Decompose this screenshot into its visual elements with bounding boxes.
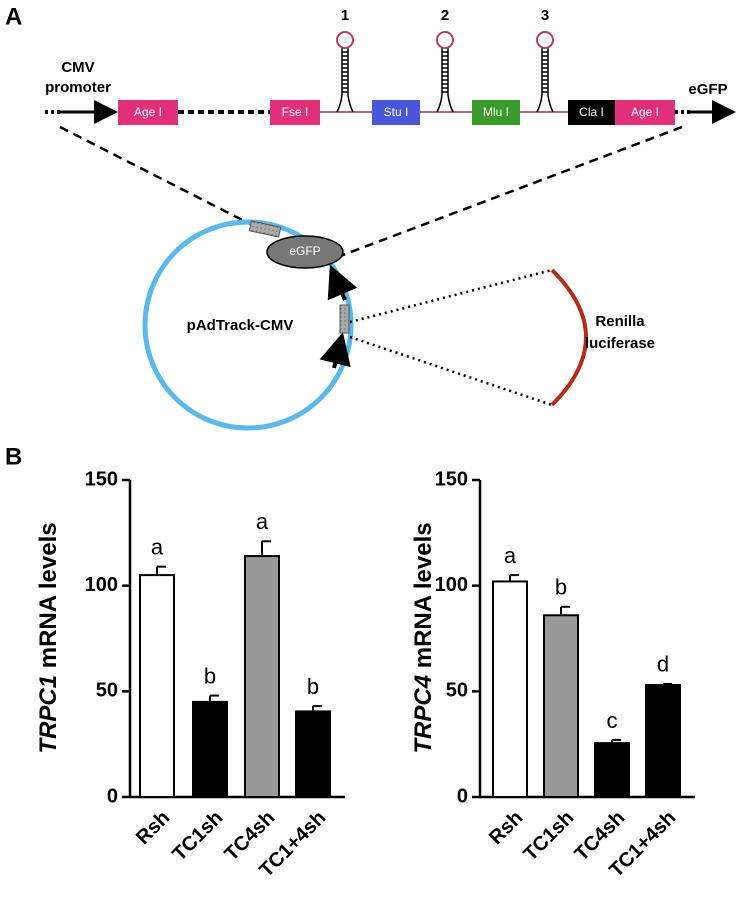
promoter-label: promoter	[45, 79, 111, 96]
insert-label: luciferase	[585, 335, 655, 352]
site-label: Age I	[631, 105, 659, 119]
site-box	[568, 100, 615, 125]
site-label: Mlu I	[483, 105, 509, 119]
y-tick-label: 0	[457, 785, 468, 807]
site-label: Age I	[134, 105, 162, 119]
hairpin-number: 2	[441, 7, 449, 24]
hairpin	[536, 48, 554, 113]
hairpin	[336, 48, 354, 113]
arrow	[327, 264, 358, 301]
bar	[244, 555, 280, 799]
y-tick-label: 150	[85, 468, 118, 490]
gene-label: eGFP	[289, 244, 320, 258]
dashed-line	[334, 125, 683, 260]
y-label-gene: TRPC4	[410, 675, 437, 754]
panel-letter: B	[5, 443, 22, 470]
x-tick-label: TC1sh	[168, 807, 227, 866]
y-tick-label: 50	[446, 680, 468, 702]
significance-letter: b	[555, 575, 567, 600]
site-label: Fse I	[282, 105, 309, 119]
significance-letter: c	[607, 708, 618, 733]
insert-label: Renilla	[595, 313, 645, 330]
hairpin-number: 1	[341, 7, 349, 24]
hairpins: 1 2 3	[336, 7, 554, 113]
y-axis-label: TRPC4 mRNA levels	[410, 522, 437, 753]
site-box	[472, 100, 520, 125]
hairpin-loop	[336, 31, 354, 49]
promoter-label: CMV	[61, 59, 94, 76]
bar	[645, 683, 681, 799]
significance-letter: a	[151, 534, 164, 559]
bar	[139, 574, 175, 798]
y-label-text: mRNA levels	[35, 522, 62, 668]
significance-letter: a	[504, 543, 517, 568]
sites: Age I Fse I Stu I Mlu I Cla I Age I	[118, 100, 675, 125]
significance-letter: b	[204, 663, 216, 688]
y-tick-label: 100	[85, 574, 118, 596]
significance-letter: d	[657, 652, 669, 677]
site-label: Stu I	[384, 105, 409, 119]
site-box	[270, 100, 320, 125]
site-box	[372, 100, 420, 125]
insert-site	[339, 304, 350, 334]
bar	[594, 742, 630, 798]
insert-site	[248, 220, 282, 238]
dotted-line	[349, 268, 553, 324]
panel-letter: A	[5, 3, 22, 30]
bar	[192, 700, 228, 799]
bar	[543, 614, 579, 799]
y-tick-label: 100	[435, 574, 468, 596]
site-box	[615, 100, 675, 125]
site-box	[118, 100, 178, 125]
site-label: Cla I	[579, 105, 604, 119]
reporter-label: eGFP	[688, 81, 727, 98]
x-tick-label: Rsh	[132, 807, 174, 849]
plasmid	[142, 219, 354, 431]
y-label-text: mRNA levels	[410, 522, 437, 668]
significance-letter: b	[307, 674, 319, 699]
x-tick-label: TC1sh	[519, 807, 578, 866]
hairpin-loop	[436, 31, 454, 49]
hairpin	[436, 48, 454, 113]
dotted-line	[349, 335, 553, 407]
bar	[295, 710, 331, 798]
egfp-gene	[266, 235, 344, 269]
y-tick-label: 0	[107, 785, 118, 807]
arrow	[319, 332, 351, 369]
bar	[492, 580, 528, 798]
y-axis-label: TRPC1 mRNA levels	[35, 522, 62, 753]
plasmid-label: pAdTrack-CMV	[187, 317, 294, 334]
panel-a: A CMV promoter eGFP Age I Fse I Stu I Mlu I…	[5, 3, 736, 431]
hairpin-loop	[536, 31, 554, 49]
y-tick-label: 50	[96, 680, 118, 702]
dashed-line	[59, 125, 259, 230]
x-tick-label: Rsh	[485, 807, 527, 849]
y-label-gene: TRPC1	[35, 675, 62, 754]
hairpin-number: 3	[541, 7, 549, 24]
significance-letter: a	[256, 509, 269, 534]
y-tick-label: 150	[435, 468, 468, 490]
insert-arc	[550, 268, 588, 407]
